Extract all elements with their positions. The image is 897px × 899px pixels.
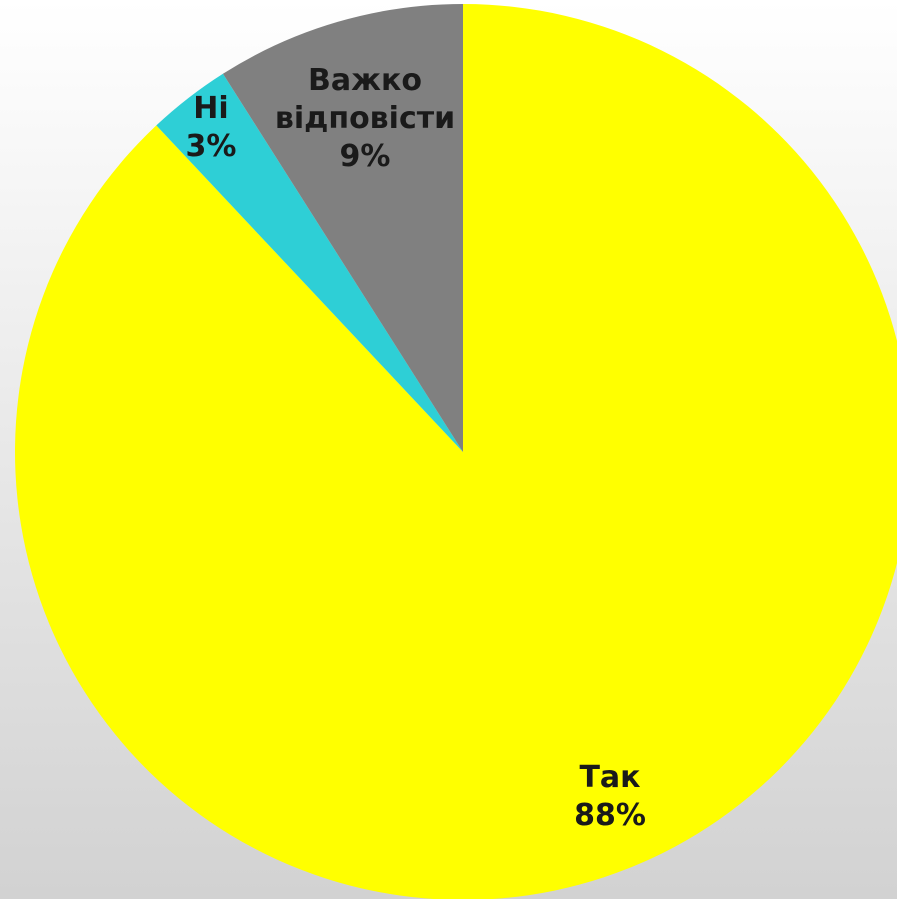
slice-label-1: Ні 3% — [186, 91, 237, 164]
slice-category-text: Важко — [308, 63, 422, 98]
slice-category-text: відповісти — [275, 101, 455, 136]
slice-category-text: Так — [579, 760, 640, 795]
slice-label-2: Важко відповісти 9% — [275, 63, 455, 174]
pie-slice-2 — [222, 4, 463, 452]
slice-percent-text: 9% — [340, 139, 391, 174]
pie-slice-0 — [15, 4, 897, 899]
slice-label-0: Так 88% — [574, 760, 646, 833]
slice-percent-text: 3% — [186, 129, 237, 164]
slice-category-text: Ні — [193, 91, 228, 126]
pie-slice-1 — [156, 73, 464, 452]
slice-percent-text: 88% — [574, 798, 646, 833]
